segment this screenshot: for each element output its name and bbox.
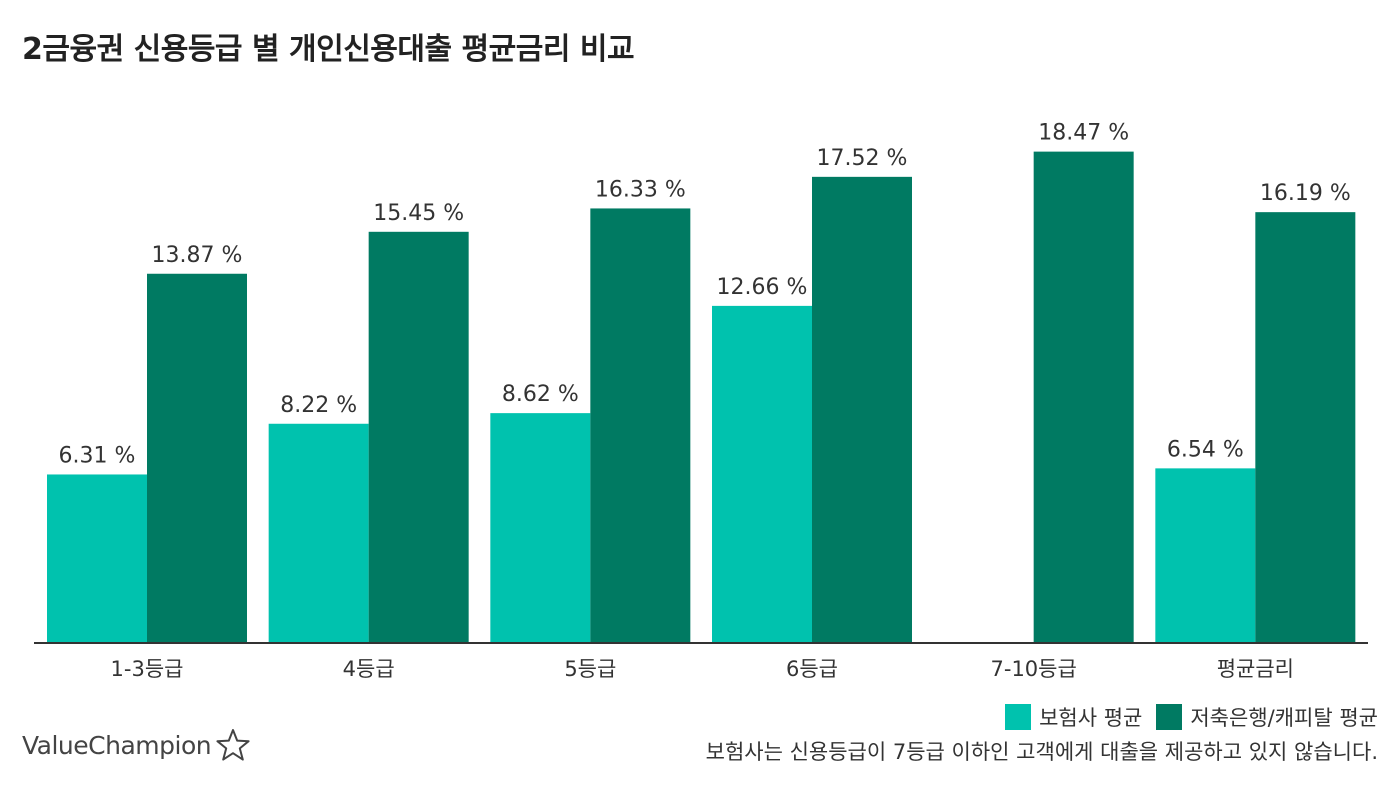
bar-insurance-2 — [490, 413, 591, 642]
legend-item-savings-bank: 저축은행/캐피탈 평균 — [1156, 702, 1378, 732]
value-labels-layer: 6.31 % 13.87 % 8.22 % 15.45 % 8.62 % 16.33 % 1… — [59, 121, 1351, 469]
star-outline-icon — [216, 729, 250, 761]
value-label-insurance-2: 8.62 % — [502, 382, 579, 407]
value-label-insurance-0: 6.31 % — [59, 443, 136, 468]
category-label-5: 평균금리 — [1217, 657, 1294, 681]
category-label-4: 7-10등급 — [991, 657, 1077, 681]
logo-text: ValueChampion — [22, 730, 212, 760]
category-label-1: 4등급 — [343, 657, 395, 681]
value-label-savings-bank-2: 16.33 % — [595, 177, 686, 202]
bar-insurance-1 — [268, 423, 369, 642]
category-label-0: 1-3등급 — [111, 657, 184, 681]
chart-title: 2금융권 신용등급 별 개인신용대출 평균금리 비교 — [22, 32, 635, 67]
value-label-savings-bank-1: 15.45 % — [373, 201, 464, 226]
bar-savings-bank-0 — [147, 273, 247, 642]
legend-swatch-insurance — [1005, 704, 1032, 730]
value-label-insurance-1: 8.22 % — [280, 393, 357, 418]
bar-insurance-5 — [1155, 468, 1256, 642]
bar-chart: 6.31 % 13.87 % 8.22 % 15.45 % 8.62 % 16.33 % 1… — [34, 121, 1368, 681]
category-label-2: 5등급 — [564, 657, 616, 681]
value-label-savings-bank-0: 13.87 % — [152, 243, 243, 268]
logo: ValueChampion — [22, 728, 251, 762]
category-label-3: 6등급 — [786, 657, 838, 681]
bar-insurance-3 — [712, 305, 812, 642]
value-label-savings-bank-3: 17.52 % — [817, 146, 908, 171]
category-labels-layer: 1-3등급 4등급 5등급 6등급 7-10등급 평균금리 — [111, 657, 1294, 681]
bar-savings-bank-4 — [1033, 151, 1134, 642]
bar-savings-bank-1 — [368, 231, 469, 643]
bars-layer — [47, 151, 1356, 643]
legend-item-insurance: 보험사 평균 — [1005, 702, 1142, 732]
bar-savings-bank-2 — [590, 208, 691, 642]
bar-savings-bank-5 — [1255, 212, 1356, 642]
value-label-insurance-5: 6.54 % — [1167, 437, 1244, 462]
legend: 보험사 평균 저축은행/캐피탈 평균 — [991, 702, 1378, 732]
bar-savings-bank-3 — [812, 176, 912, 642]
value-label-savings-bank-5: 16.19 % — [1260, 181, 1351, 206]
bar-insurance-0 — [47, 474, 147, 642]
value-label-insurance-3: 12.66 % — [717, 275, 808, 300]
footnote: 보험사는 신용등급이 7등급 이하인 고객에게 대출을 제공하고 있지 않습니다… — [705, 740, 1378, 764]
legend-swatch-savings-bank — [1156, 704, 1183, 730]
legend-label-insurance: 보험사 평균 — [1039, 706, 1143, 730]
legend-label-savings-bank: 저축은행/캐피탈 평균 — [1190, 706, 1378, 730]
value-label-savings-bank-4: 18.47 % — [1038, 121, 1129, 146]
